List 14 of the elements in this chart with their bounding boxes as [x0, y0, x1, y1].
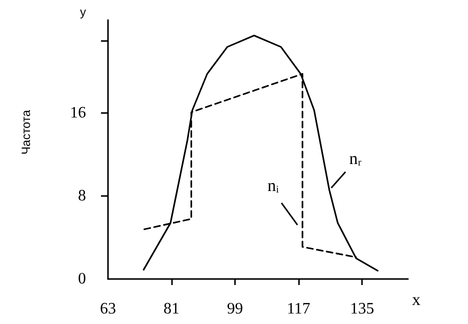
y-axis-title: Частота — [19, 110, 33, 154]
line-series — [142, 34, 378, 272]
series-label: nᵣ — [349, 148, 362, 168]
series-label: nᵢ — [267, 176, 279, 195]
y-tick-label: 16 — [70, 104, 86, 122]
x-axis-title: x — [412, 290, 421, 309]
x-tick-label: 99 — [227, 300, 244, 318]
text: y — [80, 5, 86, 19]
x-tick-label: 63 — [100, 300, 116, 318]
y-tick-label: 8 — [78, 188, 86, 205]
y-tick-label: 0 — [78, 270, 86, 288]
x-tick-label: 135 — [350, 300, 374, 318]
x-tick-label: 117 — [286, 300, 310, 318]
x-tick-label: 81 — [164, 300, 180, 318]
